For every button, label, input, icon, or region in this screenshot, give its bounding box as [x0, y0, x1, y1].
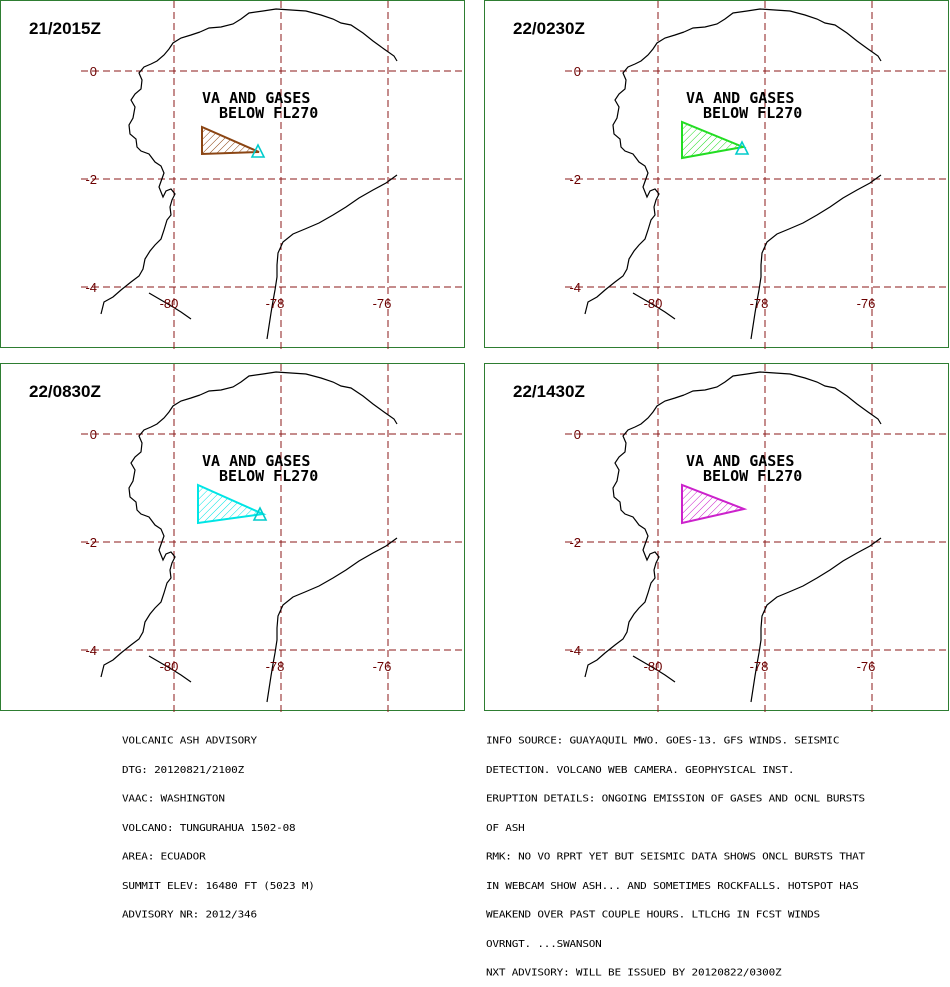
longitude-label: -76: [373, 659, 392, 674]
longitude-label: -78: [750, 296, 769, 311]
advisory-line: INFO SOURCE: GUAYAQUIL MWO. GOES-13. GFS…: [486, 734, 840, 747]
advisory-line: ERUPTION DETAILS: ONGOING EMISSION OF GA…: [486, 792, 865, 805]
coastline: [148, 292, 192, 320]
advisory-line: VAAC: WASHINGTON: [122, 792, 225, 805]
longitude-label: -76: [857, 659, 876, 674]
longitude-label: -80: [160, 659, 179, 674]
advisory-line: SUMMIT ELEV: 16480 FT (5023 M): [122, 879, 315, 892]
advisory-line: AREA: ECUADOR: [122, 850, 206, 863]
advisory-line: WEAKEND OVER PAST COUPLE HOURS. LTLCHG I…: [486, 908, 820, 921]
coastline: [632, 292, 676, 320]
country-border: [683, 371, 882, 425]
map-panel-1: 0 -2 -4 -80 -78 -76 VA AND GASES BELOW FL270 21…: [0, 0, 466, 349]
longitude-label: -78: [750, 659, 769, 674]
map-annotation: VA AND GASES: [202, 89, 310, 107]
country-border: [199, 371, 398, 425]
latitude-label: 0: [90, 427, 97, 442]
advisory-header-block: VOLCANIC ASH ADVISORY DTG: 20120821/2100…: [122, 717, 315, 930]
country-border: [683, 8, 882, 62]
panel-time-label: 22/1430Z: [513, 382, 585, 401]
country-border: [750, 537, 882, 703]
map-annotation: VA AND GASES: [686, 89, 794, 107]
ash-cloud-polygon: [681, 483, 748, 525]
latitude-label: -4: [569, 643, 581, 658]
ash-cloud-polygon: [201, 125, 260, 156]
panel-time-label: 21/2015Z: [29, 19, 101, 38]
country-border: [750, 174, 882, 340]
longitude-label: -78: [266, 659, 285, 674]
advisory-line: IN WEBCAM SHOW ASH... AND SOMETIMES ROCK…: [486, 879, 859, 892]
volcano-icon: [252, 506, 268, 521]
longitude-label: -80: [160, 296, 179, 311]
advisory-line: ADVISORY NR: 2012/346: [122, 908, 257, 921]
map-panel-4: 0 -2 -4 -80 -78 -76 VA AND GASES BELOW FL270 22…: [484, 363, 950, 712]
ash-cloud-polygon: [681, 120, 747, 160]
map-annotation: VA AND GASES: [686, 452, 794, 470]
longitude-label: -80: [644, 659, 663, 674]
latitude-label: -2: [85, 172, 97, 187]
country-border: [266, 174, 398, 340]
advisory-line: VOLCANO: TUNGURAHUA 1502-08: [122, 821, 296, 834]
longitude-label: -80: [644, 296, 663, 311]
map-annotation: BELOW FL270: [703, 104, 802, 122]
advisory-line: OVRNGT. ...SWANSON: [486, 937, 602, 950]
panel-time-label: 22/0230Z: [513, 19, 585, 38]
advisory-line: DTG: 20120821/2100Z: [122, 763, 245, 776]
latitude-label: -2: [85, 535, 97, 550]
latitude-label: 0: [574, 427, 581, 442]
coastline: [632, 655, 676, 683]
country-border: [199, 8, 398, 62]
latitude-label: 0: [90, 64, 97, 79]
advisory-line: RMK: NO VO RPRT YET BUT SEISMIC DATA SHO…: [486, 850, 865, 863]
map-annotation: BELOW FL270: [219, 467, 318, 485]
latitude-label: -2: [569, 172, 581, 187]
longitude-label: -78: [266, 296, 285, 311]
latitude-label: -2: [569, 535, 581, 550]
volcano-icon: [250, 143, 266, 158]
coastline: [584, 394, 685, 678]
advisory-line: OF ASH: [486, 821, 525, 834]
map-panel-2: 0 -2 -4 -80 -78 -76 VA AND GASES BELOW FL270 22…: [484, 0, 950, 349]
advisory-line: NXT ADVISORY: WILL BE ISSUED BY 20120822…: [486, 966, 782, 979]
coastline: [100, 394, 201, 678]
ash-cloud-polygon: [197, 483, 267, 525]
map-panel-3: 0 -2 -4 -80 -78 -76 VA AND GASES BELOW FL270 22…: [0, 363, 466, 712]
map-annotation: BELOW FL270: [703, 467, 802, 485]
longitude-label: -76: [373, 296, 392, 311]
latitude-label: 0: [574, 64, 581, 79]
latitude-label: -4: [85, 280, 97, 295]
latitude-label: -4: [85, 643, 97, 658]
panel-time-label: 22/0830Z: [29, 382, 101, 401]
advisory-line: DETECTION. VOLCANO WEB CAMERA. GEOPHYSIC…: [486, 763, 795, 776]
advisory-details-block: INFO SOURCE: GUAYAQUIL MWO. GOES-13. GFS…: [486, 717, 865, 987]
volcano-icon: [734, 140, 750, 155]
coastline: [584, 31, 685, 315]
coastline: [148, 655, 192, 683]
map-annotation: VA AND GASES: [202, 452, 310, 470]
advisory-line: VOLCANIC ASH ADVISORY: [122, 734, 257, 747]
country-border: [266, 537, 398, 703]
map-annotation: BELOW FL270: [219, 104, 318, 122]
coastline: [100, 31, 201, 315]
latitude-label: -4: [569, 280, 581, 295]
longitude-label: -76: [857, 296, 876, 311]
